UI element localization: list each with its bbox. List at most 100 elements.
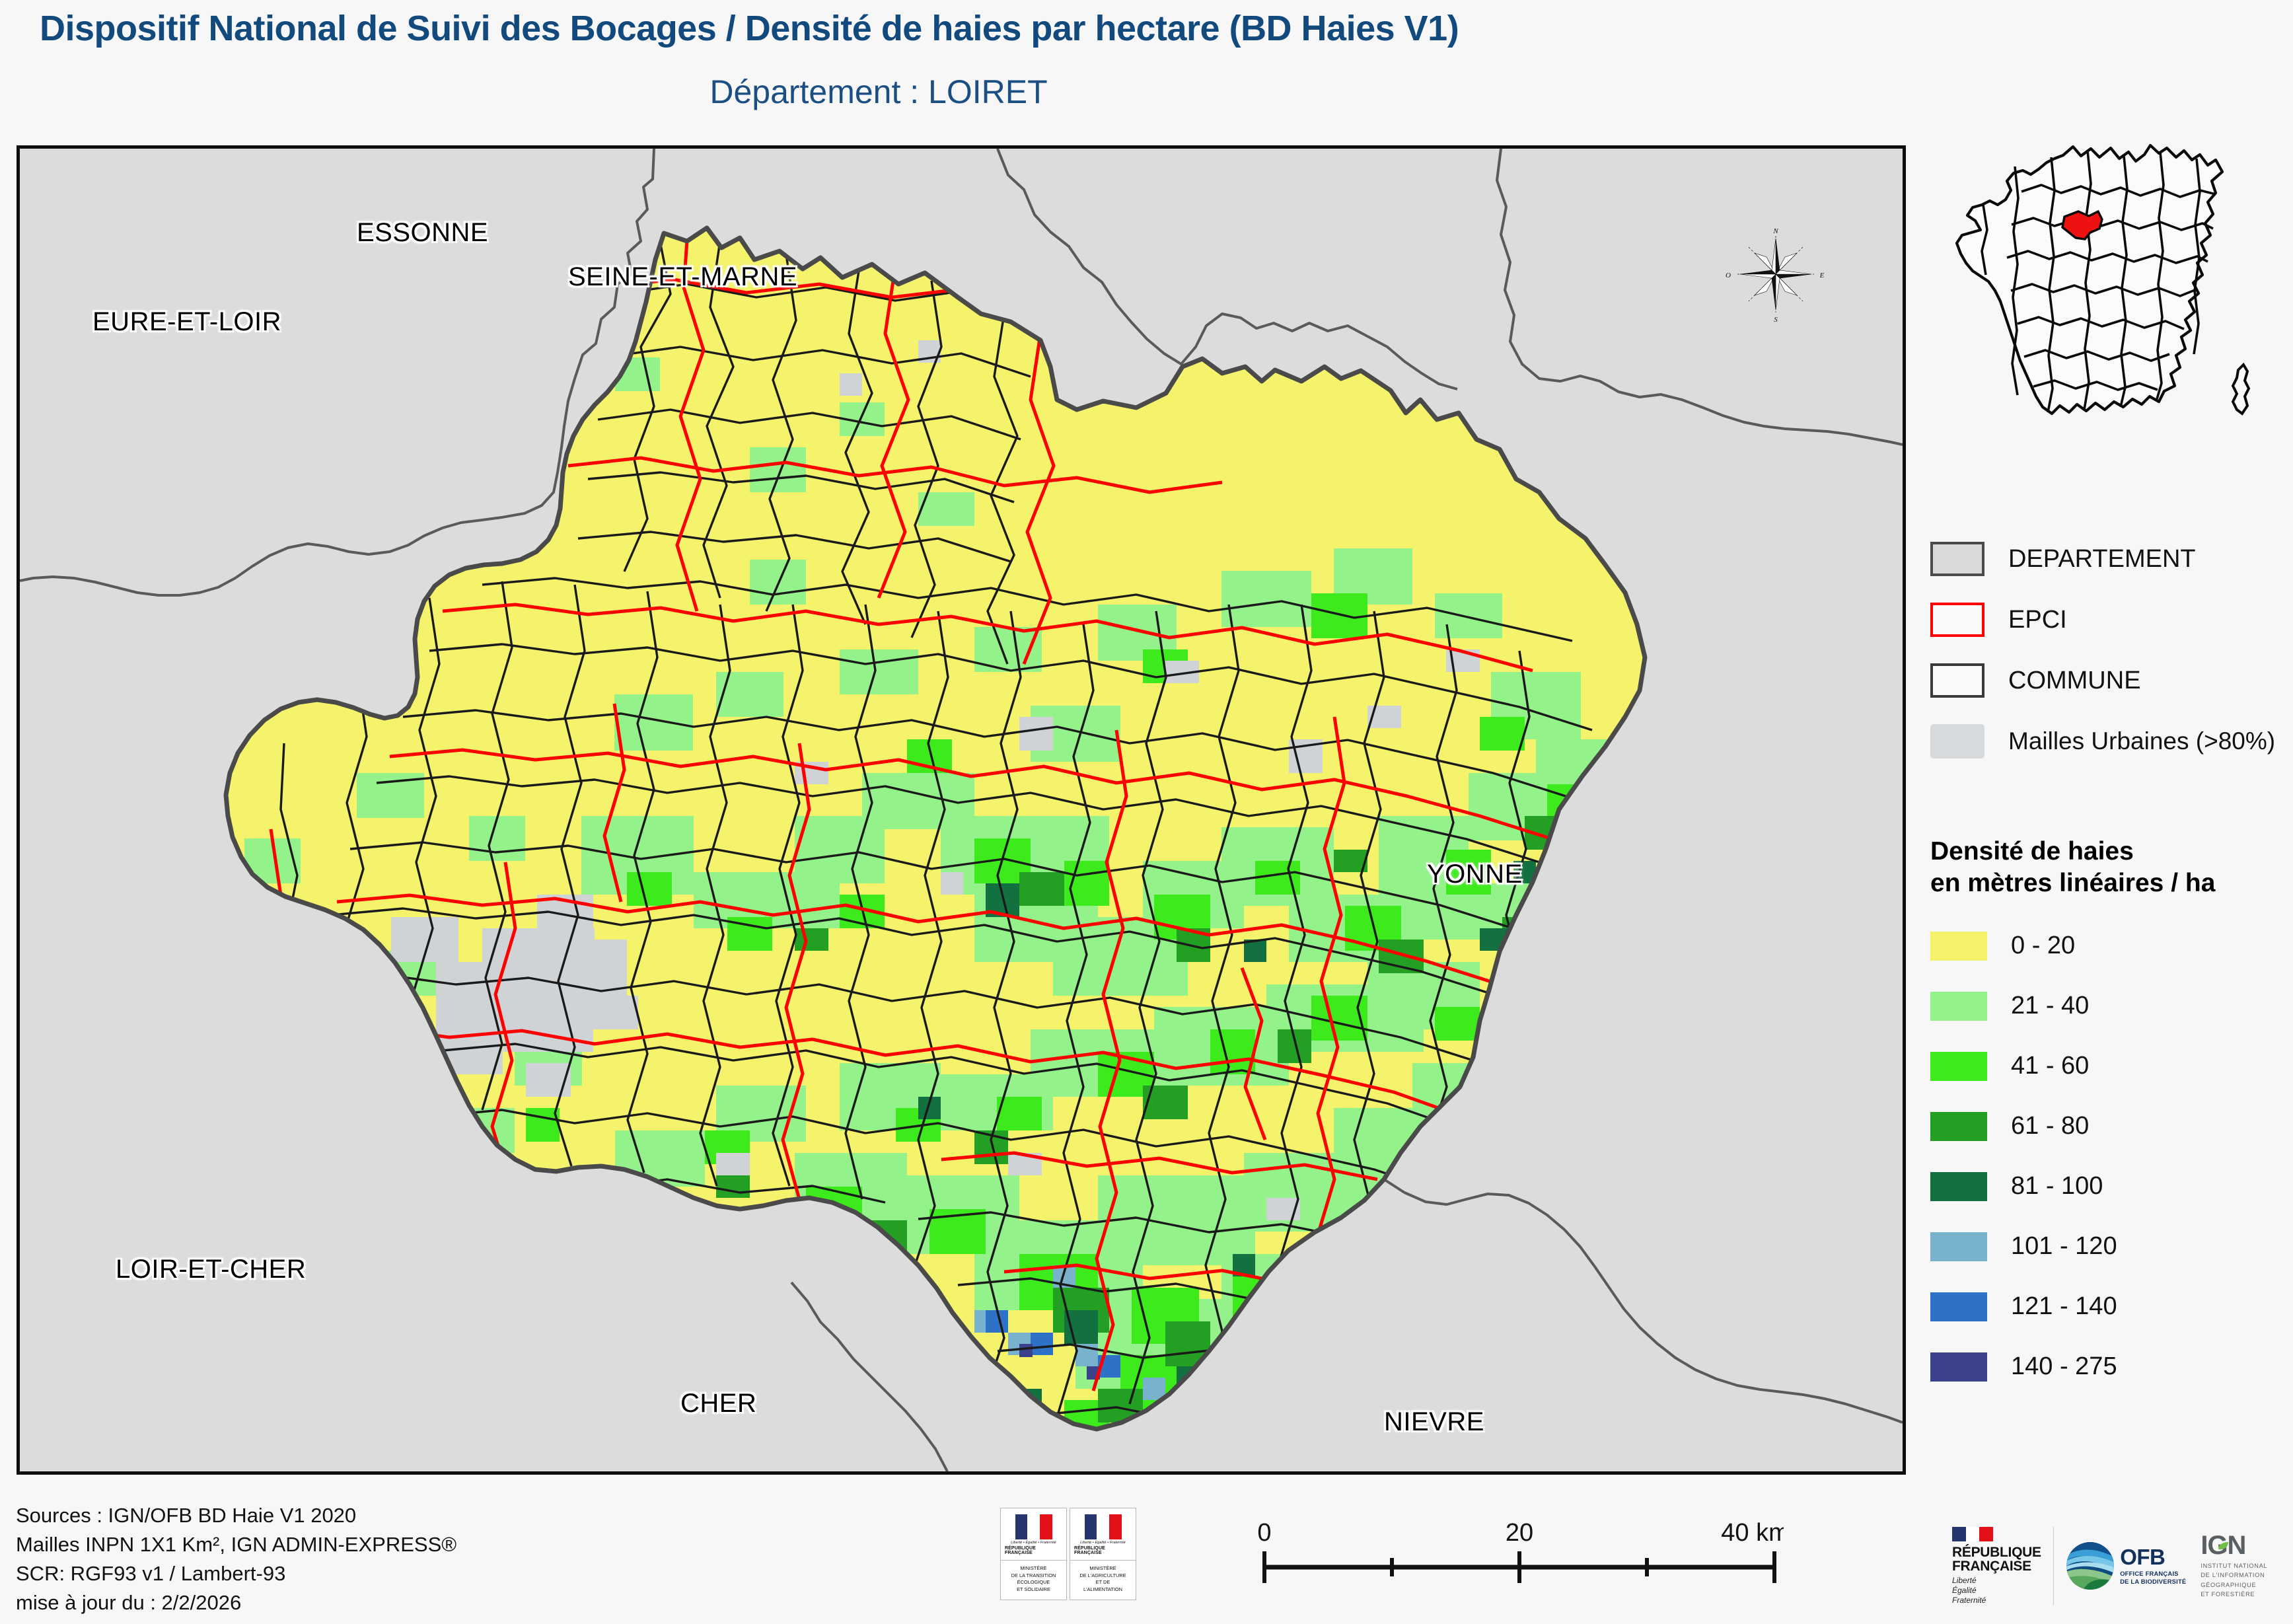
scalebar-tick-40: 40 km [1721,1519,1784,1547]
legend-label-mailles-urbaines: Mailles Urbaines (>80%) [2008,727,2276,755]
ign-line-2: DE L'INFORMATION [2201,1572,2265,1579]
density-swatch-121-140 [1930,1292,1987,1321]
republique-line-1: RÉPUBLIQUE [1952,1544,2041,1560]
legend-density-title-line2: en mètres linéaires / ha [1930,868,2216,897]
density-label-0-20: 0 - 20 [2011,932,2076,960]
ofb-acronym: OFB [2120,1545,2166,1570]
density-class-row: 21 - 40 [1930,976,2287,1036]
scale-bar: 0 20 40 km [1257,1519,1784,1583]
legend-label-departement: DEPARTEMENT [2008,544,2196,573]
map-label-yonne: YONNE [1427,860,1523,889]
ministere-name: MINISTÈRE DE LA TRANSITION ÉCOLOGIQUE ET… [1011,1565,1056,1593]
legend-swatch-departement [1930,542,1984,576]
french-flag-icon [1084,1514,1122,1539]
ministere-agriculture-logo: Liberté • Égalité • Fraternité RÉPUBLIQU… [1070,1508,1136,1600]
density-class-row: 41 - 60 [1930,1036,2287,1096]
legend-label-commune: COMMUNE [2008,666,2141,694]
legend-density: Densité de haies en mètres linéaires / h… [1930,836,2287,1397]
map-label-cher: CHER [680,1389,757,1418]
ofb-line-1: OFFICE FRANÇAIS [2120,1570,2179,1578]
density-class-row: 61 - 80 [1930,1096,2287,1156]
republique-francaise-logo: RÉPUBLIQUE FRANÇAISE Liberté Égalité Fra… [1952,1526,2041,1606]
density-swatch-61-80 [1930,1111,1987,1141]
footer-logos: RÉPUBLIQUE FRANÇAISE Liberté Égalité Fra… [1952,1520,2282,1612]
loiret-department-outline [223,225,1648,1432]
legend-label-epci: EPCI [2008,605,2067,634]
ministere-republique: RÉPUBLIQUE FRANÇAISE [1074,1545,1105,1555]
density-class-row: 0 - 20 [1930,916,2287,976]
density-class-row: 140 - 275 [1930,1337,2287,1397]
ministere-logos: Liberté • Égalité • Fraternité RÉPUBLIQU… [1000,1508,1136,1600]
ign-line-4: ET FORESTIÈRE [2201,1590,2255,1598]
legend-item-epci: EPCI [1930,589,2287,650]
legend-item-commune: COMMUNE [1930,650,2287,711]
compass-label-west: O [1726,272,1731,279]
density-swatch-101-120 [1930,1232,1987,1261]
ministere-transition-ecologique-logo: Liberté • Égalité • Fraternité RÉPUBLIQU… [1000,1508,1067,1600]
scalebar-tick-0: 0 [1257,1519,1271,1547]
map-label-loir-et-cher: LOIR-ET-CHER [116,1255,307,1284]
map-label-eure-et-loir: EURE-ET-LOIR [92,307,282,336]
french-flag-icon [1015,1514,1052,1539]
density-label-21-40: 21 - 40 [2011,992,2090,1020]
density-swatch-81-100 [1930,1171,1987,1201]
legend-density-title-line1: Densité de haies [1930,837,2134,866]
density-label-81-100: 81 - 100 [2011,1172,2103,1200]
ofb-line-2: DE LA BIODIVERSITÉ [2120,1578,2187,1585]
density-class-121-140 [986,1310,1120,1378]
ofb-globe-icon [2066,1542,2115,1590]
compass-label-south: S [1774,316,1778,324]
legend-item-mailles-urbaines: Mailles Urbaines (>80%) [1930,711,2287,772]
ign-line-3: GÉOGRAPHIQUE [2201,1581,2257,1588]
commune-borders [279,228,1593,1422]
compass-rose-icon: N S O E [1726,227,1825,324]
map-canvas[interactable]: ESSONNE SEINE-ET-MARNE EURE-ET-LOIR YONN… [17,145,1906,1475]
density-label-41-60: 41 - 60 [2011,1052,2090,1080]
page-title: Dispositif National de Suivi des Bocages… [40,9,1459,48]
loiret-density-map [20,149,1903,1471]
compass-label-north: N [1772,227,1778,235]
density-label-101-120: 101 - 120 [2011,1232,2117,1261]
sources-line-4: mise à jour du : 2/2/2026 [16,1591,242,1615]
ministere-name: MINISTÈRE DE L'AGRICULTURE ET DE L'ALIME… [1079,1565,1126,1593]
ministere-flag-block: Liberté • Égalité • Fraternité RÉPUBLIQU… [1001,1508,1066,1560]
legend-item-departement: DEPARTEMENT [1930,529,2287,589]
ign-leaf-icon [2218,1542,2229,1550]
french-flag-icon [1952,1526,1994,1541]
density-swatch-140-275 [1930,1352,1987,1382]
density-label-121-140: 121 - 140 [2011,1292,2117,1321]
france-locator-inset [1955,143,2251,416]
divider [1001,1559,1066,1561]
density-class-row: 121 - 140 [1930,1276,2287,1337]
sources-block: Sources : IGN/OFB BD Haie V1 2020 Maille… [16,1501,456,1617]
legend-swatch-mailles-urbaines [1930,724,1984,758]
ign-line-1: INSTITUT NATIONAL [2201,1563,2268,1569]
density-class-row: 101 - 120 [1930,1216,2287,1276]
map-label-seine-et-marne: SEINE-ET-MARNE [568,262,798,291]
legend-swatch-epci [1930,603,1984,637]
sources-line-3: SCR: RGF93 v1 / Lambert-93 [16,1562,286,1586]
density-swatch-41-60 [1930,1051,1987,1081]
divider [1070,1559,1136,1561]
page-subtitle: Département : LOIRET [710,73,1048,110]
map-label-essonne: ESSONNE [357,218,489,247]
legend-structure: DEPARTEMENT EPCI COMMUNE Mailles Urbaine… [1930,529,2287,772]
density-label-140-275: 140 - 275 [2011,1352,2117,1381]
inset-highlight-loiret [2061,209,2103,240]
ministere-devise: Liberté • Égalité • Fraternité [1011,1541,1056,1545]
density-label-61-80: 61 - 80 [2011,1112,2090,1140]
density-swatch-0-20 [1930,931,1987,961]
sources-line-2: Mailles INPN 1X1 Km², IGN ADMIN-EXPRESS® [16,1533,457,1557]
ign-logo: IGN INSTITUT NATIONAL DE L'INFORMATION G… [2201,1532,2268,1599]
inset-corsica [2231,362,2251,416]
density-swatch-21-40 [1930,991,1987,1021]
ofb-logo: OFB OFFICE FRANÇAIS DE LA BIODIVERSITÉ [2066,1541,2186,1590]
compass-label-east: E [1819,272,1825,279]
republique-line-2: FRANÇAISE [1952,1559,2031,1574]
ministere-devise: Liberté • Égalité • Fraternité [1080,1541,1126,1545]
republique-devise: Liberté Égalité Fraternité [1952,1576,1986,1605]
legend-density-title: Densité de haies en mètres linéaires / h… [1930,836,2287,899]
legend-swatch-commune [1930,663,1984,698]
sources-line-1: Sources : IGN/OFB BD Haie V1 2020 [16,1504,357,1527]
